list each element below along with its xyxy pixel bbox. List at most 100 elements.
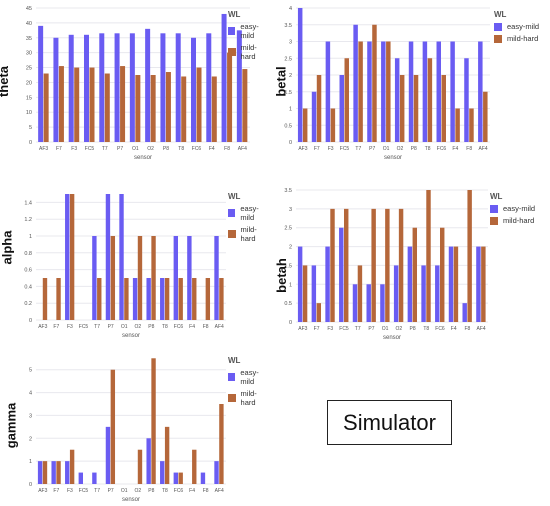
x-tick-label: O2 — [147, 146, 154, 152]
bar-mild-hard-o2 — [137, 236, 143, 320]
bar-easy-mild-fc5 — [83, 34, 89, 142]
x-tick-label: AF4 — [477, 326, 486, 332]
bar-easy-mild-f8 — [464, 58, 469, 142]
bar-easy-mild-p8 — [408, 41, 414, 142]
y-tick-label: 5 — [29, 125, 32, 131]
bar-easy-mild-f3 — [68, 34, 74, 142]
y-tick-label: 2 — [289, 245, 292, 251]
y-tick-label: 3 — [289, 207, 292, 213]
bar-mild-hard-o2 — [399, 75, 405, 142]
bar-easy-mild-f8 — [221, 13, 227, 143]
y-tick-label: 0.2 — [24, 301, 32, 307]
bar-easy-mild-fc6 — [190, 37, 196, 142]
bar-easy-mild-af4 — [214, 236, 219, 320]
bar-easy-mild-o2 — [145, 28, 151, 142]
legend: WL easy-mild mild-hard — [490, 192, 535, 228]
y-axis-label: betah — [273, 258, 289, 293]
x-axis-label: sensor — [384, 155, 402, 161]
bar-mild-hard-t8 — [181, 76, 187, 142]
bar-easy-mild-f7 — [311, 91, 317, 142]
x-tick-label: AF4 — [238, 146, 247, 152]
x-tick-label: F4 — [209, 146, 215, 152]
x-tick-label: F3 — [328, 146, 334, 152]
x-tick-label: AF3 — [38, 488, 47, 494]
x-tick-label: T8 — [162, 488, 168, 494]
x-tick-label: F7 — [56, 146, 62, 152]
bar-easy-mild-f4 — [448, 246, 454, 322]
bar-easy-mild-t7 — [353, 24, 358, 142]
bar-mild-hard-f8 — [467, 190, 472, 322]
x-axis-label: sensor — [122, 333, 140, 339]
x-tick-label: F8 — [203, 488, 209, 494]
bar-easy-mild-t7 — [92, 472, 97, 484]
x-tick-label: O1 — [382, 326, 389, 332]
legend-swatch — [490, 216, 498, 225]
legend-label: easy-mild — [240, 204, 259, 222]
bar-easy-mild-af3 — [38, 25, 44, 142]
x-tick-label: T8 — [162, 324, 168, 330]
bar-easy-mild-t7 — [352, 284, 358, 322]
legend-swatch — [494, 22, 502, 31]
bar-mild-hard-t7 — [357, 265, 363, 322]
x-axis-label: sensor — [122, 497, 140, 503]
y-tick-label: 5 — [29, 368, 32, 374]
chart-svg: 0 0.2 0.4 0.6 0.8 1 1.2 1.4 AF3 F7 F3 FC5 T7 P7 O1 O2 P8… — [24, 194, 226, 339]
bar-easy-mild-f8 — [200, 472, 206, 484]
bar-easy-mild-af3 — [297, 246, 303, 322]
bar-mild-hard-fc6 — [441, 75, 446, 142]
y-tick-label: 0 — [289, 320, 292, 326]
chart-betah: betah 0 0.5 1 1.5 2 2.5 3 3.5 AF3 F7 F3 FC5 T7 P7 O1 O2… — [272, 180, 550, 345]
y-tick-label: 2 — [29, 436, 32, 442]
legend-item-mild-hard: mild-hard — [228, 225, 270, 243]
legend: WL easy-mild mild-hard — [228, 192, 270, 246]
bar-mild-hard-t8 — [426, 190, 431, 322]
y-tick-label: 3.5 — [284, 188, 292, 194]
x-tick-label: F3 — [67, 324, 73, 330]
simulator-label-box: Simulator — [327, 400, 452, 445]
bar-easy-mild-o2 — [132, 278, 138, 320]
bar-easy-mild-f3 — [325, 246, 330, 322]
bar-mild-hard-f7 — [58, 66, 64, 142]
x-tick-label: FC5 — [79, 324, 89, 330]
y-tick-label: 3 — [289, 40, 292, 46]
y-tick-label: 1.5 — [284, 90, 292, 96]
bar-mild-hard-fc6 — [178, 278, 183, 320]
bar-mild-hard-p8 — [151, 358, 156, 484]
bar-mild-hard-af4 — [219, 404, 224, 484]
bar-easy-mild-fc5 — [339, 227, 344, 322]
bar-easy-mild-af4 — [236, 30, 242, 142]
y-tick-label: 1.5 — [284, 263, 292, 269]
y-tick-label: 3.5 — [284, 23, 292, 29]
x-tick-label: O1 — [121, 488, 128, 494]
x-tick-label: FC6 — [437, 146, 447, 152]
bar-easy-mild-p7 — [366, 284, 371, 322]
legend-label: mild-hard — [503, 216, 535, 225]
bar-mild-hard-t7 — [104, 73, 110, 142]
bar-easy-mild-p8 — [160, 33, 166, 142]
bar-easy-mild-f4 — [187, 236, 192, 320]
y-tick-label: 1 — [289, 107, 292, 113]
chart-theta: theta 0 5 10 15 20 25 30 35 40 45 AF3 F7 F3 FC5 T7 P7 O1… — [0, 0, 270, 165]
bar-mild-hard-p7 — [372, 24, 377, 142]
x-tick-label: F7 — [314, 326, 320, 332]
bar-mild-hard-fc6 — [440, 227, 445, 322]
bar-mild-hard-t8 — [164, 426, 170, 484]
bar-mild-hard-p7 — [371, 208, 376, 322]
y-tick-label: 4 — [289, 6, 292, 12]
bar-easy-mild-o1 — [381, 41, 386, 142]
bar-easy-mild-f7 — [53, 37, 59, 142]
bar-mild-hard-f4 — [211, 76, 217, 142]
bar-mild-hard-f3 — [69, 449, 75, 484]
bar-mild-hard-f3 — [74, 67, 80, 142]
legend-label: easy-mild — [507, 22, 540, 31]
bar-mild-hard-f8 — [205, 278, 211, 320]
x-tick-label: T7 — [94, 324, 100, 330]
x-tick-label: AF4 — [478, 146, 487, 152]
x-tick-label: T7 — [355, 146, 361, 152]
bar-mild-hard-f7 — [56, 461, 61, 484]
x-tick-label: FC6 — [435, 326, 445, 332]
x-tick-label: AF3 — [298, 326, 307, 332]
bar-easy-mild-f4 — [450, 41, 455, 142]
chart-gamma: gamma 0 1 2 3 4 5 AF3 F7 F3 FC5 T7 P7 O1 O2 P8 T8 FC6 F4 F… — [0, 350, 270, 506]
bar-easy-mild-p7 — [114, 33, 120, 142]
